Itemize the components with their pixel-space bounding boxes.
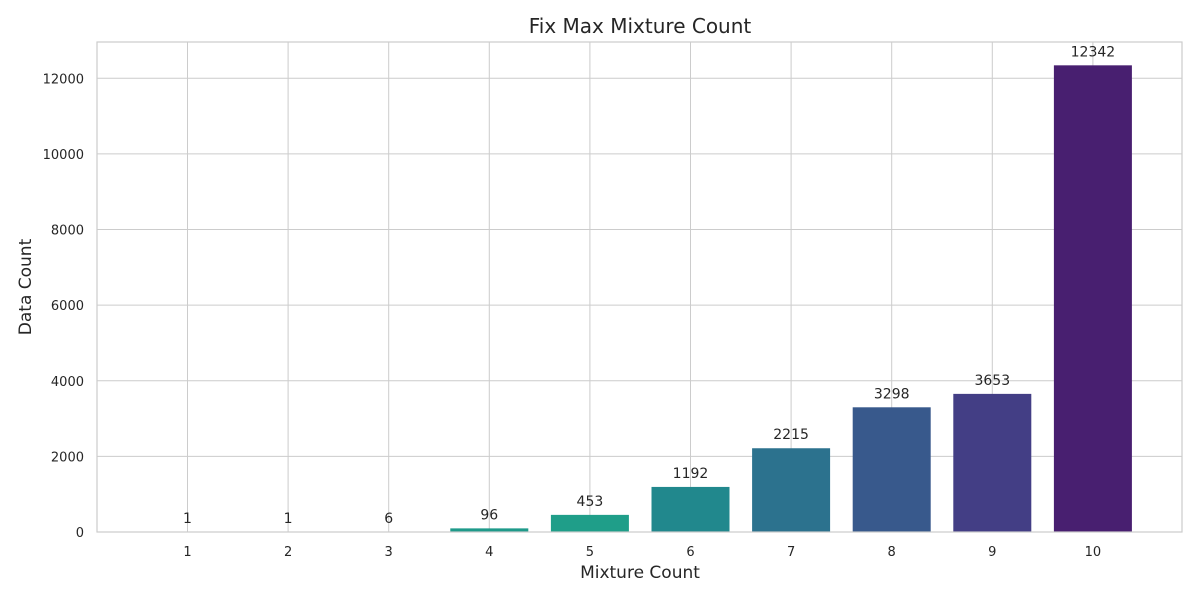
bar [953,393,1032,532]
x-tick-label: 10 [1085,545,1102,560]
y-tick-label: 10000 [43,148,84,163]
y-axis-label: Data Count [16,238,36,335]
bar [752,448,831,532]
data-label: 3298 [874,386,910,402]
y-axis-ticks: 0 2000 4000 6000 8000 10000 12000 [43,72,84,541]
x-tick-label: 1 [183,545,191,560]
data-label: 2215 [773,427,809,443]
chart-title: Fix Max Mixture Count [529,14,752,38]
data-label: 12342 [1071,44,1116,60]
y-tick-label: 0 [76,526,84,541]
x-tick-label: 6 [686,545,694,560]
data-label: 453 [577,494,604,510]
y-tick-label: 2000 [51,450,84,465]
x-tick-label: 9 [988,545,996,560]
x-tick-label: 5 [586,545,594,560]
x-tick-label: 3 [385,545,393,560]
y-tick-label: 4000 [51,375,84,390]
y-tick-label: 12000 [43,72,84,87]
bar [450,528,529,532]
bar [550,514,629,532]
x-tick-label: 8 [888,545,896,560]
data-label: 1 [284,511,293,527]
data-label: 3653 [974,373,1010,389]
data-label: 1 [183,511,192,527]
data-label: 6 [384,511,393,527]
data-label: 96 [480,507,498,523]
x-axis-label: Mixture Count [580,563,700,583]
x-tick-label: 2 [284,545,292,560]
x-tick-label: 7 [787,545,795,560]
bar [852,407,931,532]
data-label: 1192 [673,466,709,482]
x-tick-label: 4 [485,545,493,560]
y-tick-label: 6000 [51,299,84,314]
y-tick-label: 8000 [51,224,84,239]
bar [651,486,730,532]
data-labels: 1 1 6 96 453 1192 2215 3298 3653 12342 [183,44,1115,527]
plot-frame [96,41,1183,533]
bars [148,65,1132,532]
x-axis-ticks: 1 2 3 4 5 6 7 8 9 10 [183,545,1101,560]
bar [1053,65,1132,532]
